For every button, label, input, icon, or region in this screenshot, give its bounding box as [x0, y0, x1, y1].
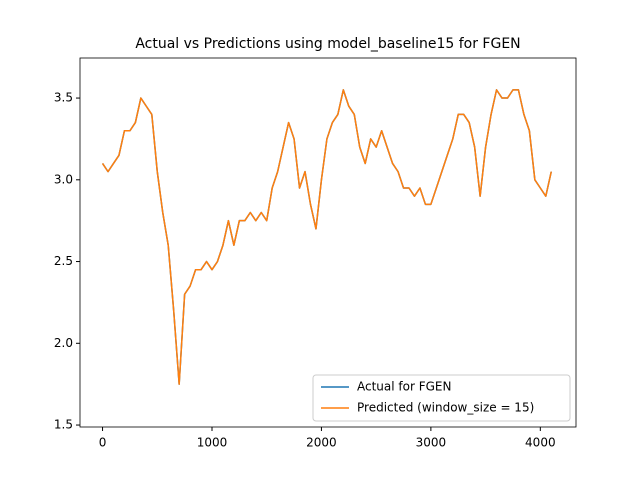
- y-tick-label: 3.5: [54, 91, 73, 105]
- x-tick-label: 0: [99, 436, 107, 450]
- legend-box: [312, 374, 571, 422]
- x-tick-label: 1000: [197, 436, 228, 450]
- x-tick-label: 2000: [306, 436, 337, 450]
- legend-label: Predicted (window_size = 15): [357, 401, 534, 415]
- series-line: [101, 89, 553, 385]
- y-tick-label: 2.5: [54, 254, 73, 268]
- series-line: [101, 89, 553, 385]
- y-tick-label: 3.0: [54, 172, 73, 186]
- legend-label: Actual for FGEN: [357, 380, 451, 394]
- x-tick-label: 3000: [416, 436, 447, 450]
- x-tick-label: 4000: [525, 436, 556, 450]
- y-tick-label: 2.0: [54, 336, 73, 350]
- plot-frame: [79, 57, 577, 428]
- y-tick-label: 1.5: [54, 418, 73, 432]
- chart-title: Actual vs Predictions using model_baseli…: [135, 36, 520, 52]
